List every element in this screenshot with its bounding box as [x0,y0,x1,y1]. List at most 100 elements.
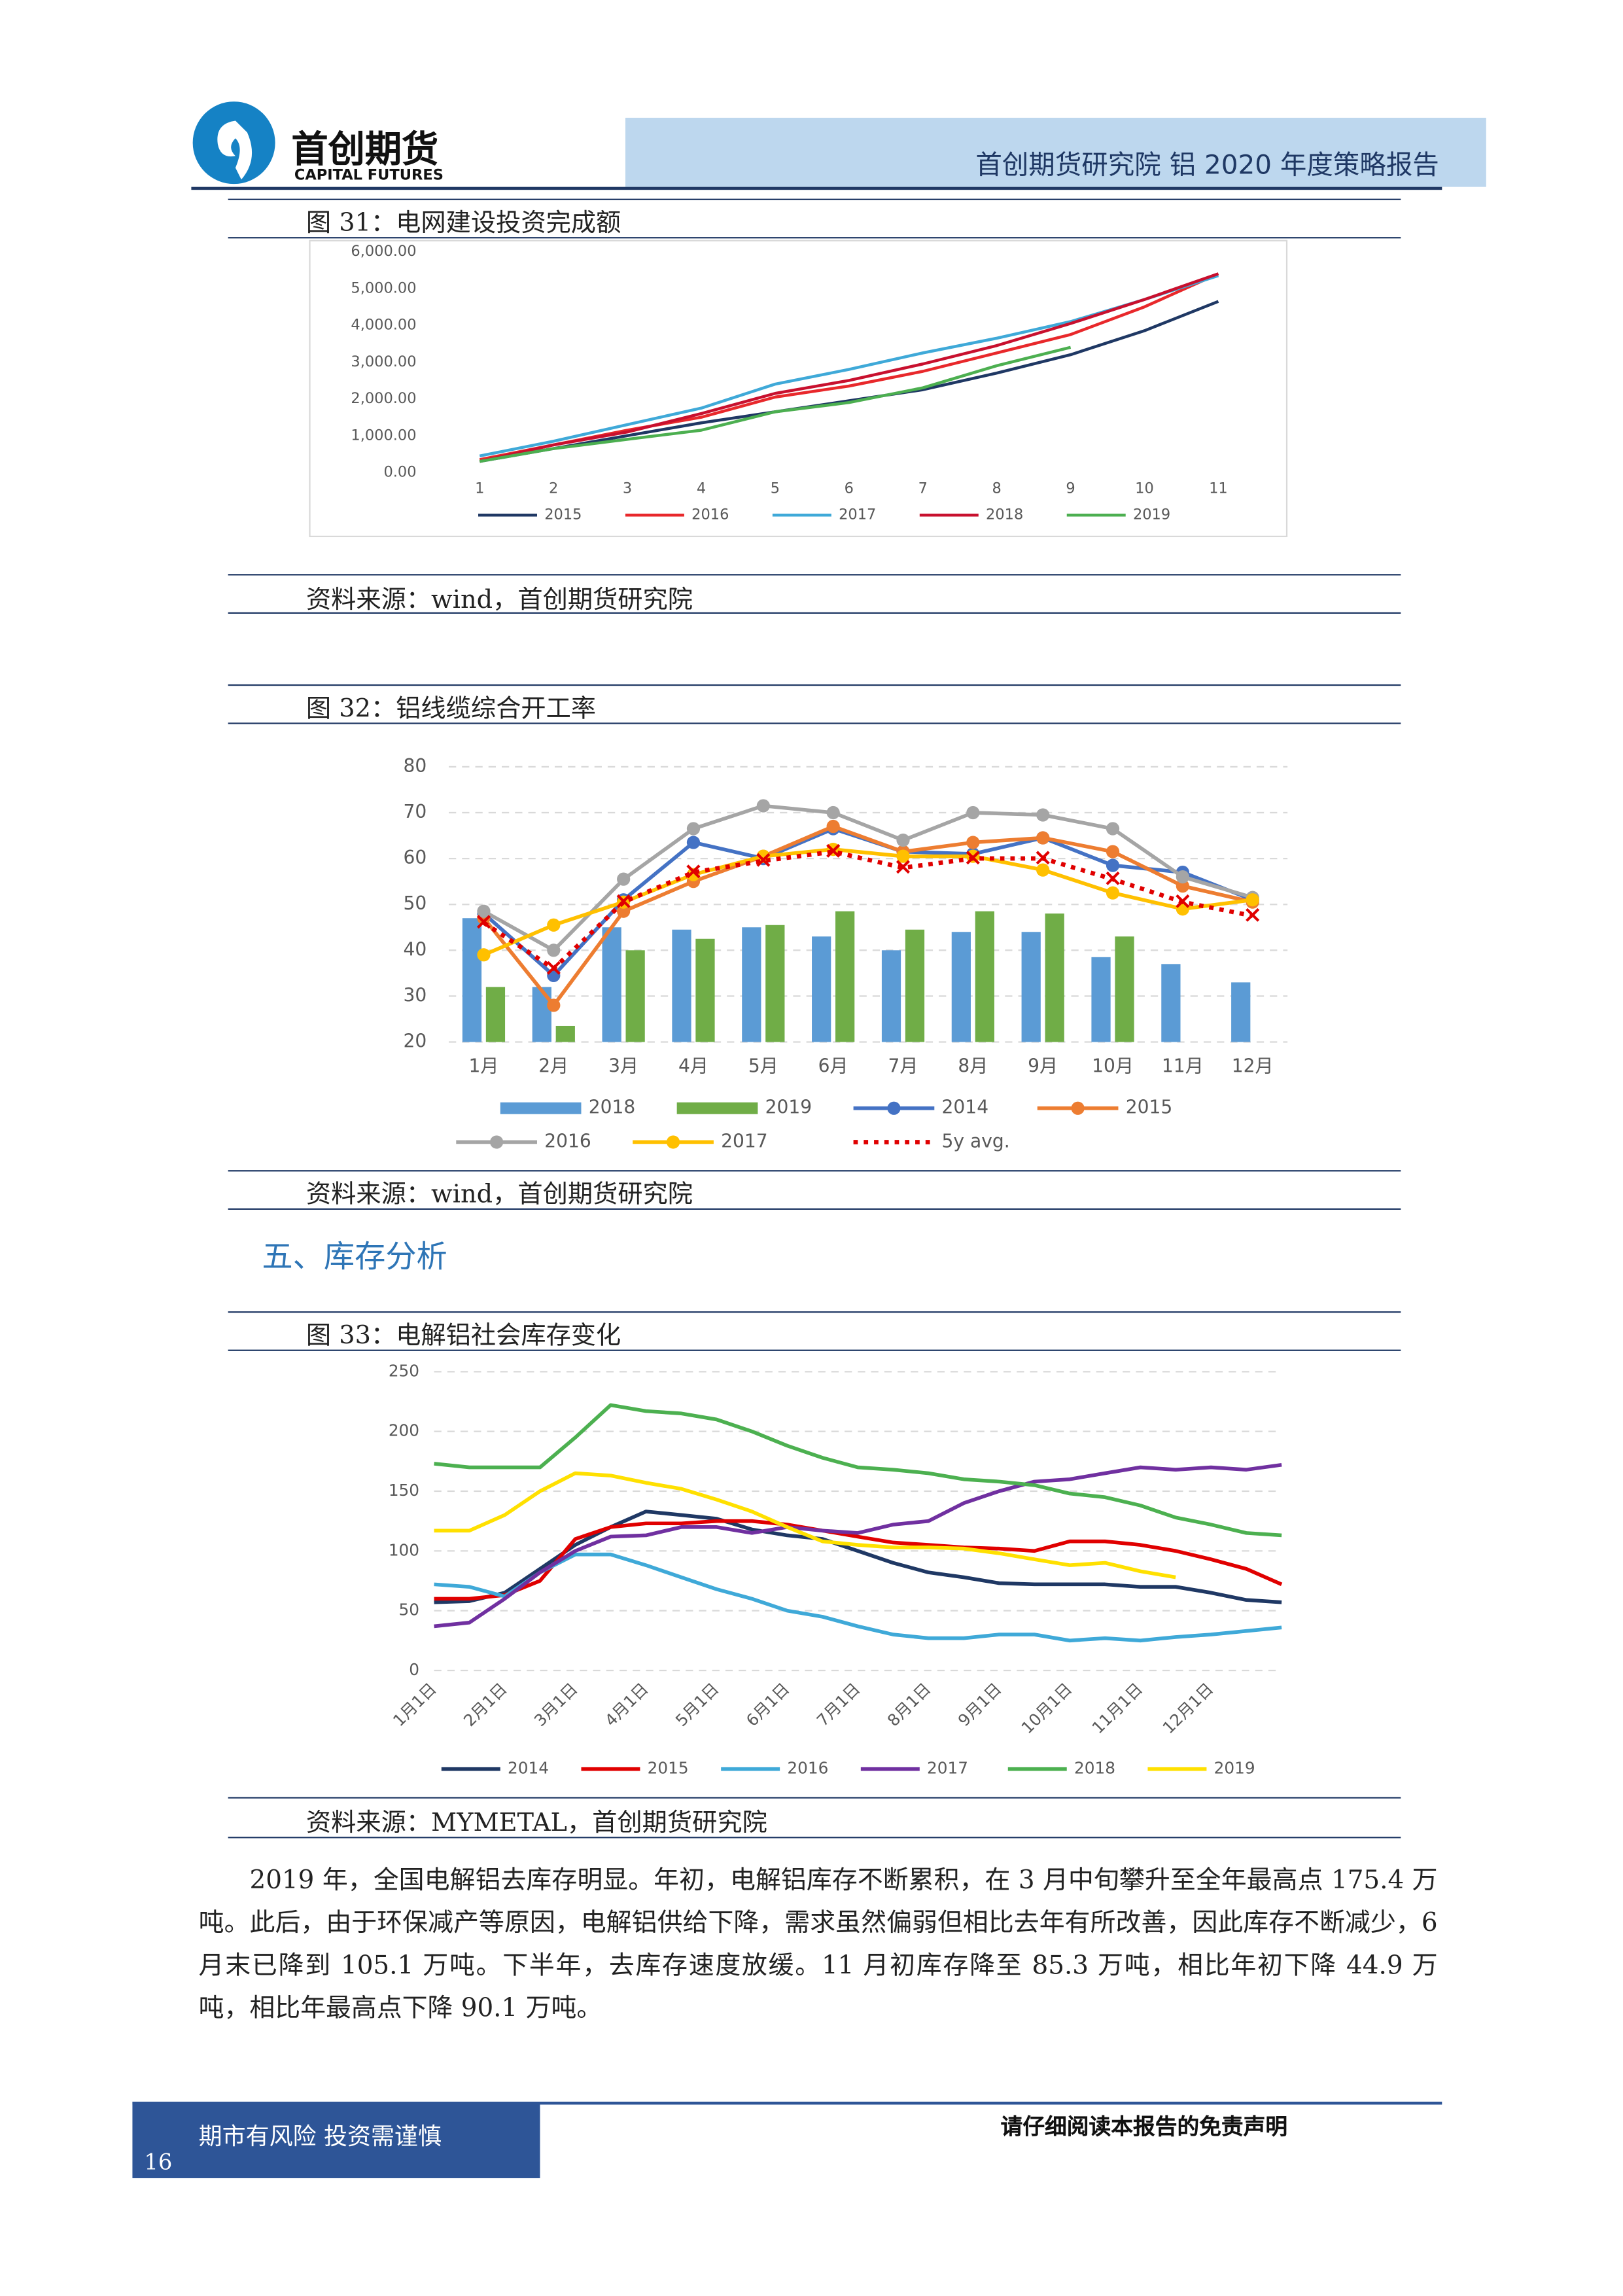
report-title: 首创期货研究院 铝 2020 年度策略报告 [975,150,1439,181]
figure-source: 资料来源：MYMETAL，首创期货研究院 [305,1809,767,1839]
bar [532,987,551,1042]
point-marker: × [824,838,843,864]
legend-marker [887,1101,901,1115]
y-tick-label: 200 [389,1421,419,1440]
x-tick-label: 7月1日 [813,1679,864,1730]
y-tick-label: 5,000.00 [351,279,416,296]
point-marker [1246,893,1259,907]
bar [905,929,925,1042]
legend-label: 2019 [1214,1759,1255,1778]
legend-marker [490,1135,504,1149]
x-tick-label: 5 [771,480,780,497]
bar [812,936,831,1042]
point-marker: × [684,858,703,885]
bar [602,927,621,1042]
point-marker [1036,831,1050,845]
series-line [434,1510,1282,1604]
y-tick-label: 50 [404,892,427,914]
legend-label: 2018 [589,1097,636,1118]
rule [228,1797,1401,1799]
y-tick-label: 250 [389,1361,419,1380]
series-line [479,345,1072,463]
legend-label: 2017 [927,1759,968,1778]
point-marker: × [474,908,493,935]
x-tick-label: 8月 [958,1055,988,1077]
rule [228,1837,1401,1839]
x-tick-label: 2 [549,480,558,497]
x-tick-label: 3月 [608,1055,638,1077]
bar [1115,936,1134,1042]
point-marker [756,799,770,813]
figure-caption: 图 32：铝线缆综合开工率 [305,694,597,724]
header-rule [191,186,1442,190]
point-marker [896,833,910,847]
point-marker [547,998,561,1012]
y-tick-label: 30 [404,984,427,1006]
legend-label: 2018 [986,506,1023,523]
x-tick-label: 11月1日 [1089,1679,1147,1737]
legend-label: 5y avg. [942,1130,1010,1152]
bar [1021,932,1041,1042]
y-tick-label: 50 [399,1600,419,1619]
legend-label: 2017 [839,506,876,523]
x-tick-label: 1月 [468,1055,498,1077]
point-marker [826,805,840,820]
series-line [434,1519,1283,1601]
point-marker: × [614,888,633,915]
legend-label: 2016 [544,1130,591,1152]
x-tick-label: 1月1日 [389,1679,440,1730]
x-tick-label: 6月 [818,1055,848,1077]
legend-swatch [500,1102,582,1114]
x-tick-label: 11 [1209,480,1228,497]
y-tick-label: 70 [404,801,427,822]
x-tick-label: 3月1日 [531,1679,582,1730]
rule [228,612,1401,614]
point-marker [1176,902,1189,916]
x-tick-label: 10 [1135,480,1154,497]
series-line [482,824,1253,1008]
bar [485,987,506,1042]
figure-source: 资料来源：wind，首创期货研究院 [305,586,693,616]
legend-label: 2019 [765,1097,812,1118]
legend-label: 2015 [648,1759,689,1778]
legend-label: 2016 [787,1759,828,1778]
x-tick-label: 12月1日 [1159,1679,1217,1737]
bar [1091,957,1111,1042]
logo-icon [192,101,275,185]
x-tick-label: 4 [697,480,706,497]
series-line [434,1552,1282,1643]
logo-en: CAPITAL FUTURES [294,168,444,185]
x-tick-label: 10月1日 [1018,1679,1076,1737]
x-tick-label: 6 [845,480,854,497]
bar [975,911,994,1042]
point-marker [896,849,910,863]
header-band [625,117,1486,187]
point-marker: × [893,853,913,880]
legend-marker [1071,1101,1085,1115]
page-number: 16 [144,2148,173,2176]
x-tick-label: 1 [475,480,484,497]
point-marker [826,819,840,834]
y-tick-label: 4,000.00 [351,317,416,334]
x-tick-label: 5月 [748,1055,778,1077]
body-paragraph: 2019 年，全国电解铝去库存明显。年初，电解铝库存不断累积，在 3 月中旬攀升… [198,1866,1438,2024]
rule [228,198,1401,200]
bar [462,918,482,1042]
point-marker [547,968,561,982]
point-marker [617,872,631,886]
point-marker [1106,858,1120,872]
x-tick-label: 9月1日 [954,1679,1005,1730]
figure-source: 资料来源：wind，首创期货研究院 [305,1180,693,1210]
point-marker [686,822,701,836]
y-tick-label: 150 [389,1481,419,1500]
bar [742,927,761,1042]
bar [1045,913,1064,1042]
point-marker: × [1103,865,1123,892]
bar [1231,982,1251,1042]
bar [951,932,971,1042]
point-marker [966,836,980,849]
legend-swatch [676,1102,758,1114]
point-marker [1036,808,1050,822]
legend-label: 2017 [721,1130,768,1152]
